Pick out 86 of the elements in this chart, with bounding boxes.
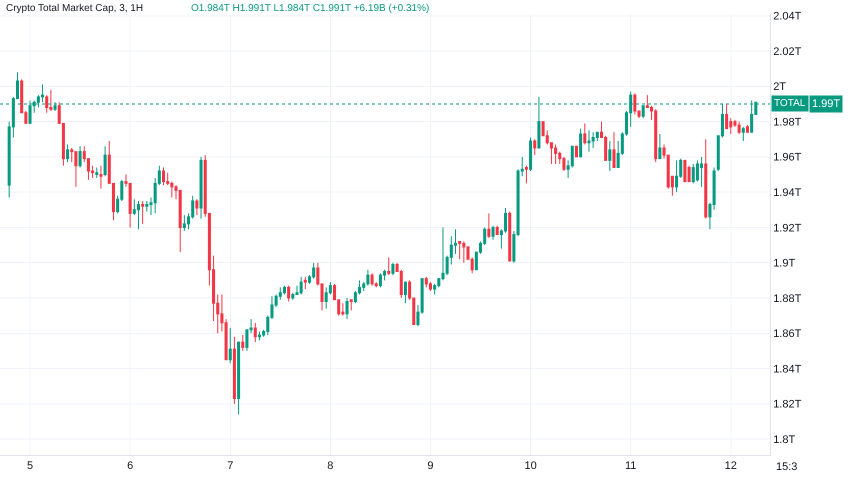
candlestick: [633, 92, 636, 116]
y-tick-label: 2.02T: [773, 46, 802, 58]
y-tick-label: 2.04T: [773, 10, 802, 23]
candlestick: [258, 331, 261, 341]
x-tick-label: 9: [427, 460, 434, 472]
candlestick: [49, 89, 52, 112]
candlestick: [462, 241, 466, 264]
candlestick: [742, 126, 745, 142]
candlestick: [458, 241, 462, 260]
candlestick: [99, 165, 102, 190]
text: 1.99T: [812, 98, 840, 110]
candlestick: [182, 214, 186, 232]
y-tick-label: 1.96T: [773, 152, 802, 164]
candlestick: [508, 211, 512, 262]
candlestick: [579, 128, 582, 158]
candlestick: [675, 160, 678, 193]
candlestick: [78, 146, 82, 168]
candlestick: [533, 138, 536, 156]
y-tick-label: 1.82T: [773, 398, 802, 411]
x-tick-label: 11: [624, 460, 636, 472]
candlestick: [74, 151, 78, 188]
candlestick: [404, 282, 407, 304]
candlestick: [524, 165, 528, 184]
candlestick: [136, 200, 140, 230]
y-tick-label: 1.86T: [773, 328, 802, 340]
y-tick-label: 1.98T: [773, 116, 802, 128]
chart-subtitle: O1.984T H1.991T L1.984T C1.991T +6.19B (+0.31%): [191, 3, 430, 14]
y-tick-label: 2T: [773, 81, 786, 94]
candlestick: [529, 136, 532, 172]
y-tick-label: 1.88T: [773, 292, 802, 305]
candlestick: [378, 272, 382, 288]
text: 15:3: [776, 461, 798, 473]
candlestick: [241, 334, 244, 352]
candlestick: [300, 276, 303, 295]
candlestick: [104, 146, 107, 177]
x-tick-label: 5: [26, 460, 34, 472]
x-tick-label: 12: [724, 460, 737, 472]
candlestick: [287, 285, 290, 302]
candlestick: [228, 327, 232, 364]
candlestick: [141, 200, 144, 224]
candlestick: [237, 342, 240, 415]
x-tick-label: 6: [127, 460, 134, 472]
candlestick: [654, 108, 658, 163]
x-tick-label: 8: [327, 460, 334, 472]
candlestick: [200, 156, 203, 220]
y-tick-label: 1.92T: [773, 222, 802, 234]
candlestick: [304, 276, 307, 290]
candlestick: [66, 144, 70, 163]
candlestick: [612, 132, 616, 168]
candlestick: [195, 198, 198, 216]
y-tick-label: 1.9T: [773, 258, 796, 270]
candlestick: [162, 166, 166, 186]
candlestick: [583, 122, 586, 146]
candlestick: [692, 163, 695, 184]
candlestick: [704, 138, 708, 220]
candlestick: [738, 121, 741, 134]
candlestick: [492, 225, 495, 240]
candlestick: [232, 336, 236, 404]
chart-title: Crypto Total Market Cap, 3, 1H: [6, 3, 144, 14]
y-tick-label: 1.94T: [773, 187, 802, 200]
candlestick: [95, 166, 98, 179]
candlestick: [391, 262, 394, 276]
x-tick-label: 10: [524, 460, 537, 472]
candlestick: [341, 302, 344, 316]
candlestick: [683, 160, 686, 182]
candlestick: [350, 299, 353, 311]
candlestick: [387, 256, 390, 276]
candlestick: [496, 225, 499, 235]
candlestick: [254, 322, 257, 343]
candlestick: [145, 200, 148, 212]
candlestick: [424, 276, 428, 288]
y-tick-label: 1.8T: [773, 434, 796, 446]
candlestick: [658, 133, 662, 160]
candlestick: [346, 298, 349, 320]
candlestick: [608, 140, 612, 172]
ref-line-label: TOTAL: [774, 98, 806, 109]
x-tick-label: 7: [227, 460, 234, 472]
candlestick: [370, 272, 374, 286]
candlestick: [587, 130, 590, 152]
candlestick: [574, 146, 578, 158]
y-tick-label: 1.84T: [773, 363, 802, 376]
candlestick: [746, 124, 749, 133]
candlestick: [700, 156, 704, 188]
candlestick: [554, 144, 558, 164]
candlestick: [487, 212, 490, 239]
candlestick: [592, 132, 595, 149]
